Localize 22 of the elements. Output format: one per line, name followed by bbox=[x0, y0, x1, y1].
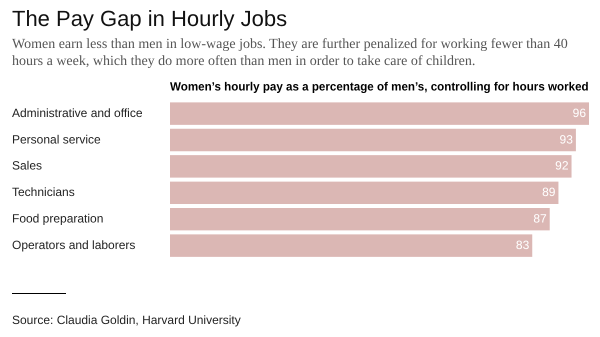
data-label: 92 bbox=[555, 158, 569, 173]
data-label: 89 bbox=[542, 185, 556, 200]
bar bbox=[170, 102, 589, 125]
y-tick-label: Sales bbox=[12, 158, 42, 173]
bar bbox=[170, 234, 532, 257]
data-label: 87 bbox=[533, 212, 548, 226]
source-note: Source: Claudia Goldin, Harvard University bbox=[12, 313, 241, 327]
data-label: 93 bbox=[560, 132, 574, 146]
y-tick-label: Technicians bbox=[12, 185, 75, 200]
chart-subtitle: Women earn less than men in low-wage jobs. They are further penalized for working fewer than 40 hours a week, which they do more often than men in order to take care of children. bbox=[12, 36, 569, 70]
y-tick-label: Food preparation bbox=[12, 212, 104, 226]
y-tick-label: Personal service bbox=[12, 132, 102, 146]
bar bbox=[170, 128, 576, 152]
bar bbox=[170, 208, 550, 230]
data-label: 96 bbox=[572, 106, 586, 120]
chart-title: The Pay Gap in Hourly Jobs bbox=[12, 6, 288, 32]
data-label: 83 bbox=[516, 238, 530, 252]
y-tick-label: Operators and laborers bbox=[12, 238, 136, 252]
bar bbox=[170, 155, 572, 178]
x-axis-title: Women’s hourly pay as a percentage of men’s, controlling for hours worked bbox=[170, 79, 589, 94]
bar bbox=[170, 182, 558, 204]
y-tick-label: Administrative and office bbox=[12, 106, 143, 120]
